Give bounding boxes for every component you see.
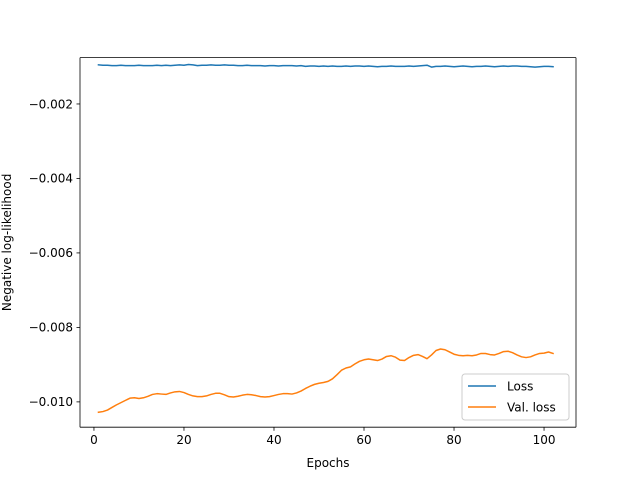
legend-label-loss: Loss: [507, 380, 533, 394]
x-tick-label: 40: [266, 433, 281, 447]
y-tick-label: −0.008: [29, 321, 73, 335]
x-tick-label: 60: [356, 433, 371, 447]
y-axis-ticks: −0.002 −0.004 −0.006 −0.008 −0.010: [29, 97, 80, 409]
x-tick-label: 80: [446, 433, 461, 447]
plot-background: [80, 57, 576, 428]
series-layer: [97, 63, 554, 414]
plot-frame: [79, 57, 577, 428]
y-axis-label: Negative log-likelihood: [0, 174, 14, 311]
y-tick-label: −0.004: [29, 172, 73, 186]
x-axis-ticks: 0 20 40 60 80 100: [90, 427, 555, 447]
legend-label-val-loss: Val. loss: [507, 401, 556, 415]
x-tick-label: 100: [533, 433, 556, 447]
legend: Loss Val. loss: [461, 373, 570, 421]
x-tick-label: 20: [176, 433, 191, 447]
y-tick-label: −0.002: [29, 97, 73, 111]
x-tick-label: 0: [90, 433, 98, 447]
y-tick-label: −0.010: [29, 395, 73, 409]
y-tick-label: −0.006: [29, 246, 73, 260]
series-line-val-loss: [97, 348, 554, 414]
series-line-loss: [97, 63, 554, 68]
x-axis-label: Epochs: [307, 456, 350, 470]
